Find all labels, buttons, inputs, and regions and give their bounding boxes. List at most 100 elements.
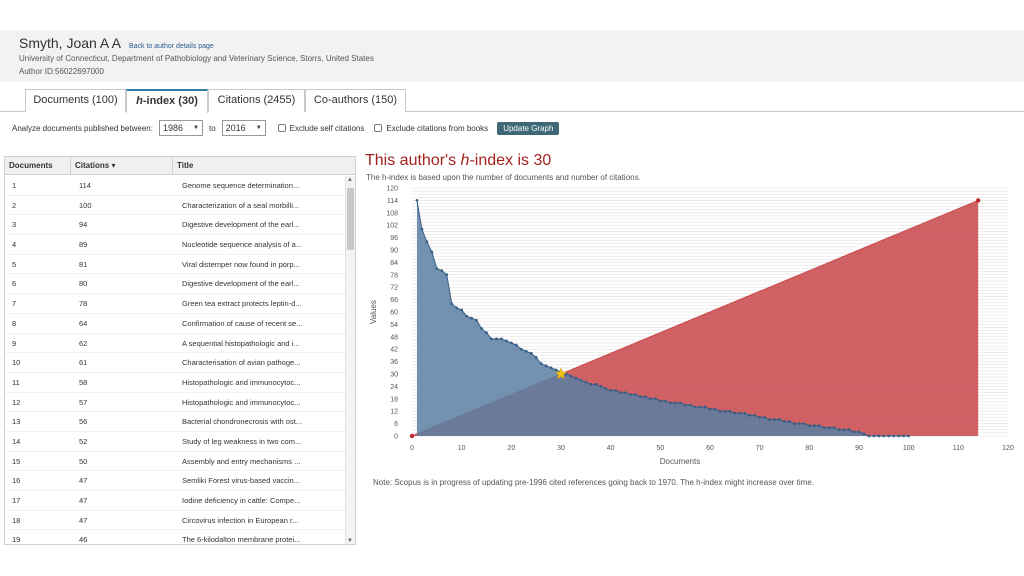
- citation-point[interactable]: [519, 347, 523, 351]
- citation-point[interactable]: [549, 366, 553, 370]
- citation-point[interactable]: [778, 418, 781, 421]
- citation-point[interactable]: [574, 376, 578, 380]
- table-row[interactable]: 17 47 Iodine deficiency in cattle: Compe..…: [5, 491, 345, 511]
- citation-point[interactable]: [440, 269, 444, 273]
- citation-point[interactable]: [872, 434, 876, 438]
- citation-point[interactable]: [683, 403, 687, 407]
- scrollbar-thumb[interactable]: [347, 188, 354, 250]
- exclude-books-checkbox[interactable]: [374, 124, 383, 132]
- citation-point[interactable]: [500, 337, 503, 341]
- citation-point[interactable]: [802, 422, 806, 425]
- citation-point[interactable]: [430, 250, 434, 254]
- citation-point[interactable]: [713, 407, 717, 411]
- table-row[interactable]: 6 80 Digestive development of the earl...: [5, 274, 345, 295]
- citation-point[interactable]: [837, 428, 841, 432]
- citation-point[interactable]: [445, 273, 449, 277]
- citation-point[interactable]: [897, 434, 901, 438]
- citation-point[interactable]: [812, 424, 816, 428]
- citation-point[interactable]: [892, 434, 896, 438]
- table-row[interactable]: 19 46 The 6-kilodalton membrane protei...: [5, 530, 345, 544]
- table-row[interactable]: 2 100 Characterization of a seal morbilli.…: [5, 196, 345, 216]
- documents-start-point[interactable]: [409, 433, 415, 439]
- citation-point[interactable]: [793, 422, 796, 425]
- citation-point[interactable]: [460, 308, 464, 312]
- citation-point[interactable]: [817, 424, 821, 428]
- scroll-down-icon[interactable]: ▼: [347, 538, 353, 544]
- table-row[interactable]: 13 56 Bacterial chondronecrosis with ost..…: [5, 412, 345, 432]
- citation-point[interactable]: [882, 434, 886, 438]
- citation-point[interactable]: [763, 416, 767, 419]
- column-citations[interactable]: Citations ▾: [71, 157, 173, 175]
- table-row[interactable]: 5 81 Viral distemper now found in porp...: [5, 255, 345, 275]
- citation-point[interactable]: [425, 240, 429, 244]
- exclude-self-checkbox[interactable]: [277, 124, 286, 132]
- table-row[interactable]: 3 94 Digestive development of the earl...: [5, 215, 345, 236]
- citation-point[interactable]: [653, 397, 657, 401]
- citation-point[interactable]: [887, 434, 891, 438]
- citation-point[interactable]: [703, 405, 707, 409]
- citation-point[interactable]: [723, 409, 727, 413]
- row-title[interactable]: Histopathologic and immunocytoc...: [182, 377, 301, 387]
- citation-point[interactable]: [514, 343, 518, 347]
- row-title[interactable]: Viral distemper now found in porp...: [182, 259, 300, 269]
- citation-point[interactable]: [867, 434, 871, 438]
- to-year-select[interactable]: 2016 ▼: [221, 120, 266, 136]
- citation-point[interactable]: [788, 420, 791, 423]
- table-row[interactable]: 12 57 Histopathologic and immunocytoc...: [5, 393, 345, 413]
- citation-point[interactable]: [490, 337, 493, 341]
- citation-point[interactable]: [718, 409, 722, 413]
- citation-point[interactable]: [832, 426, 836, 430]
- row-title[interactable]: Bacterial chondronecrosis with ost...: [182, 417, 303, 427]
- citation-point[interactable]: [609, 389, 613, 392]
- citation-point[interactable]: [639, 395, 642, 399]
- citation-point[interactable]: [678, 401, 682, 405]
- citation-point[interactable]: [673, 401, 677, 405]
- from-year-select[interactable]: 1986 ▼: [158, 120, 203, 136]
- table-row[interactable]: 18 47 Circovirus infection in European r..…: [5, 511, 345, 531]
- row-title[interactable]: Green tea extract protects leptin-d...: [182, 299, 302, 309]
- citation-point[interactable]: [594, 382, 598, 386]
- row-title[interactable]: Assembly and entry mechanisms ...: [182, 456, 301, 466]
- table-row[interactable]: 8 64 Confirmation of cause of recent se...: [5, 314, 345, 334]
- citation-point[interactable]: [768, 418, 771, 421]
- citation-point[interactable]: [902, 434, 906, 438]
- citation-point[interactable]: [579, 378, 583, 382]
- citation-point[interactable]: [455, 306, 459, 310]
- citation-point[interactable]: [604, 387, 608, 390]
- citation-point[interactable]: [475, 318, 478, 322]
- column-documents[interactable]: Documents: [5, 157, 71, 175]
- citation-point[interactable]: [415, 199, 419, 202]
- citation-point[interactable]: [529, 351, 533, 355]
- citation-point[interactable]: [649, 397, 652, 401]
- citation-point[interactable]: [614, 389, 618, 392]
- row-title[interactable]: Iodine deficiency in cattle: Compe...: [182, 496, 301, 505]
- citation-point[interactable]: [728, 409, 732, 413]
- table-row[interactable]: 15 50 Assembly and entry mechanisms ...: [5, 452, 345, 472]
- row-title[interactable]: Genome sequence determination...: [182, 181, 300, 190]
- row-title[interactable]: Histopathologic and immunocytoc...: [182, 397, 301, 407]
- citation-point[interactable]: [668, 401, 672, 405]
- row-title[interactable]: Digestive development of the earl...: [182, 220, 300, 230]
- row-title[interactable]: Characterization of a seal morbilli...: [182, 200, 300, 210]
- citation-point[interactable]: [807, 424, 811, 428]
- citation-point[interactable]: [822, 426, 826, 430]
- citation-point[interactable]: [748, 413, 752, 417]
- citation-point[interactable]: [827, 426, 831, 430]
- citation-point[interactable]: [509, 341, 513, 345]
- citation-point[interactable]: [842, 428, 846, 432]
- tab-h-index[interactable]: h-index (30): [126, 89, 208, 113]
- citation-point[interactable]: [629, 393, 632, 397]
- citation-point[interactable]: [783, 420, 786, 423]
- citation-point[interactable]: [857, 430, 861, 434]
- scroll-up-icon[interactable]: ▲: [347, 177, 353, 183]
- citation-point[interactable]: [698, 405, 702, 409]
- row-title[interactable]: Nucleotide sequence analysis of a...: [182, 240, 303, 250]
- citation-point[interactable]: [758, 416, 762, 419]
- citation-point[interactable]: [435, 267, 439, 270]
- citation-point[interactable]: [798, 422, 801, 425]
- citation-point[interactable]: [554, 368, 558, 372]
- table-row[interactable]: 11 58 Histopathologic and immunocytoc...: [5, 373, 345, 393]
- tab-documents[interactable]: Documents (100): [25, 89, 126, 112]
- citation-point[interactable]: [847, 428, 851, 432]
- citation-point[interactable]: [658, 399, 662, 403]
